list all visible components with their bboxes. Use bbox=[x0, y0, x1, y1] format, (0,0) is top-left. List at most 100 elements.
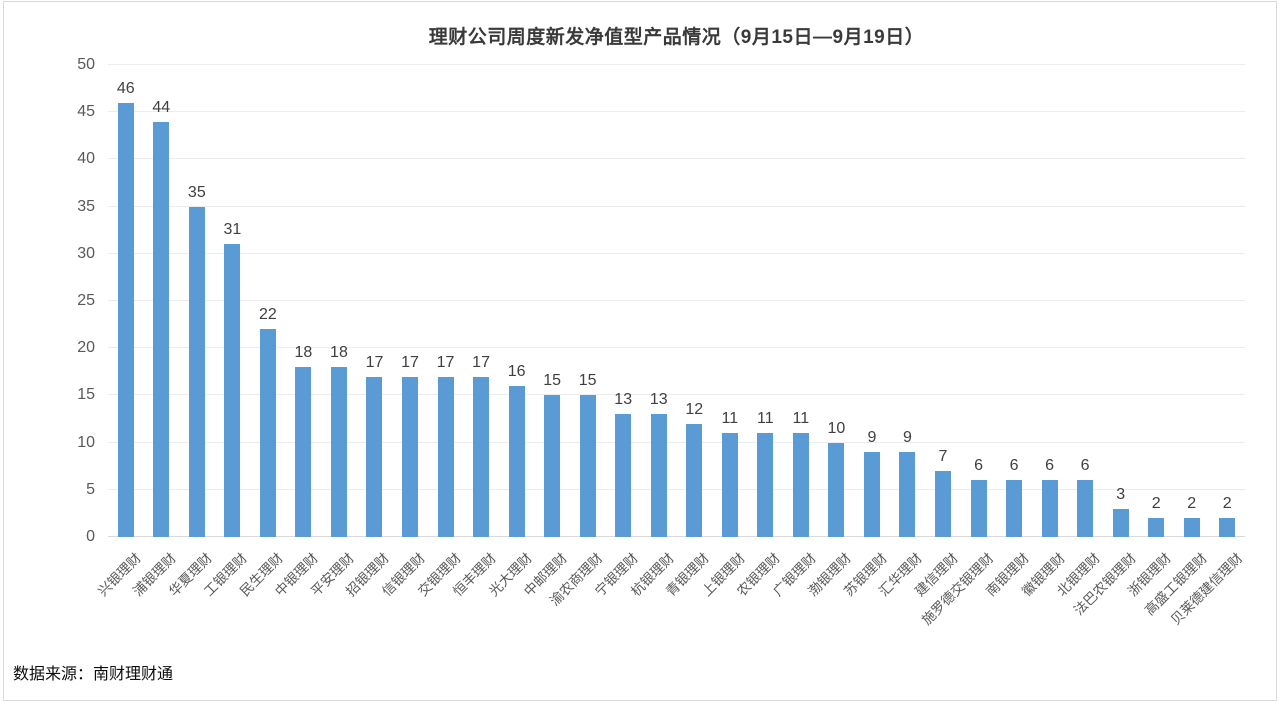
bar-slot: 2 高盛工银理财 bbox=[1142, 65, 1210, 619]
bar-slot: 6 徽银理财 bbox=[1019, 65, 1068, 599]
y-axis-tick-label: 35 bbox=[77, 197, 95, 215]
bar bbox=[473, 376, 490, 537]
y-axis-tick-label: 5 bbox=[86, 480, 95, 498]
x-axis-line bbox=[108, 536, 1245, 537]
bar-value-label: 16 bbox=[507, 362, 526, 380]
bar-slot: 2 浙银理财 bbox=[1125, 65, 1174, 599]
y-axis-tick-label: 10 bbox=[77, 433, 95, 451]
bar-value-label: 7 bbox=[938, 447, 948, 465]
bar bbox=[579, 395, 596, 537]
bar bbox=[863, 452, 880, 537]
bar bbox=[934, 470, 951, 537]
bar bbox=[686, 423, 703, 537]
bar bbox=[544, 395, 561, 537]
bar bbox=[295, 367, 312, 537]
bar bbox=[615, 414, 632, 537]
bar-slot: 46 兴银理财 bbox=[95, 65, 144, 599]
y-axis-tick-label: 40 bbox=[77, 150, 95, 168]
bar bbox=[1183, 518, 1200, 537]
bar-slot: 11 农银理财 bbox=[734, 65, 783, 599]
bar-slot: 17 交银理财 bbox=[415, 65, 464, 599]
bar bbox=[721, 433, 738, 537]
bar-slot: 10 渤银理财 bbox=[805, 65, 854, 599]
bar-value-label: 11 bbox=[792, 410, 810, 428]
bar-value-label: 6 bbox=[1009, 457, 1019, 475]
bar-slot: 12 青银理财 bbox=[663, 65, 712, 599]
bar-value-label: 6 bbox=[1045, 457, 1055, 475]
gridline bbox=[108, 441, 1245, 443]
gridline bbox=[108, 64, 1245, 65]
bar-slot: 7 建信理财 bbox=[912, 65, 961, 599]
chart-title: 理财公司周度新发净值型产品情况（9月15日—9月19日） bbox=[428, 27, 925, 48]
bar bbox=[437, 376, 454, 537]
bar bbox=[1148, 518, 1165, 537]
bar-slot: 13 宁银理财 bbox=[592, 65, 641, 599]
bar-slot: 15 中邮理财 bbox=[521, 65, 570, 599]
bar bbox=[650, 414, 667, 537]
bar-value-label: 6 bbox=[974, 457, 983, 475]
bar bbox=[366, 376, 383, 537]
plot-area: 46 兴银理财 44 浦银理财 35 华夏理财 31 工银理财 22 民生理财 18 中银理财 18 平安… bbox=[95, 64, 1245, 628]
bar-slot: 11 广银理财 bbox=[770, 65, 819, 599]
bar bbox=[1006, 480, 1023, 537]
bar-slot: 17 恒丰理财 bbox=[450, 65, 499, 599]
bar-value-label: 11 bbox=[757, 410, 774, 428]
bar-slot: 13 杭银理财 bbox=[628, 65, 677, 599]
bar bbox=[153, 121, 170, 537]
bar bbox=[1041, 480, 1058, 537]
bar-slot: 17 招银理财 bbox=[344, 65, 393, 599]
bar-slot: 17 信银理财 bbox=[379, 65, 428, 599]
gridline bbox=[108, 111, 1245, 113]
bar-slot: 18 平安理财 bbox=[308, 65, 357, 599]
bar-value-label: 2 bbox=[1151, 495, 1161, 513]
bars-container: 46 兴银理财 44 浦银理财 35 华夏理财 31 工银理财 22 民生理财 18 中银理财 18 平安… bbox=[95, 65, 1245, 627]
bar bbox=[792, 433, 809, 537]
bar-value-label: 22 bbox=[258, 306, 277, 324]
bar bbox=[1112, 508, 1129, 537]
bar-slot: 6 南银理财 bbox=[983, 65, 1032, 599]
gridline bbox=[108, 488, 1245, 490]
y-axis-tick-label: 50 bbox=[77, 56, 95, 73]
bar-value-label: 46 bbox=[116, 79, 135, 97]
bar-value-label: 2 bbox=[1187, 495, 1197, 513]
bar bbox=[117, 102, 134, 537]
bar bbox=[188, 206, 205, 537]
y-axis-tick-label: 0 bbox=[86, 528, 95, 545]
bar-slot: 9 苏银理财 bbox=[841, 65, 890, 600]
bar-value-label: 13 bbox=[649, 391, 668, 409]
bar-slot: 11 上银理财 bbox=[699, 65, 748, 599]
gridline bbox=[108, 394, 1245, 396]
bar-value-label: 9 bbox=[903, 429, 912, 447]
bar-slot: 18 中银理财 bbox=[273, 65, 322, 599]
bar-value-label: 17 bbox=[365, 353, 384, 371]
bar-slot: 44 浦银理财 bbox=[130, 65, 179, 599]
y-axis-tick-label: 45 bbox=[77, 103, 95, 121]
y-axis-tick-label: 25 bbox=[77, 292, 95, 309]
bar bbox=[402, 376, 419, 537]
bar-value-label: 2 bbox=[1222, 495, 1232, 513]
bar bbox=[828, 442, 845, 537]
bar-value-label: 9 bbox=[867, 429, 877, 447]
bar-slot: 3 法巴农银理财 bbox=[1071, 65, 1139, 618]
bar-value-label: 6 bbox=[1080, 457, 1090, 475]
y-axis-tick-label: 15 bbox=[77, 386, 95, 404]
gridline bbox=[108, 300, 1245, 301]
gridline bbox=[108, 158, 1245, 160]
bar bbox=[899, 452, 916, 537]
bar bbox=[1219, 518, 1236, 537]
bar-value-label: 31 bbox=[223, 221, 242, 239]
bar-value-label: 17 bbox=[401, 353, 419, 371]
bar-value-label: 44 bbox=[152, 98, 171, 116]
bar-value-label: 15 bbox=[543, 372, 562, 390]
gridline bbox=[108, 347, 1245, 349]
bar-slot: 35 华夏理财 bbox=[166, 65, 215, 599]
gridline bbox=[108, 205, 1245, 207]
gridline bbox=[108, 252, 1245, 254]
bar bbox=[330, 367, 347, 537]
bar-value-label: 17 bbox=[436, 353, 455, 371]
bar-value-label: 18 bbox=[330, 344, 348, 362]
bar-slot: 16 光大理财 bbox=[486, 65, 535, 599]
bar-value-label: 18 bbox=[294, 344, 313, 362]
bar bbox=[757, 433, 774, 537]
